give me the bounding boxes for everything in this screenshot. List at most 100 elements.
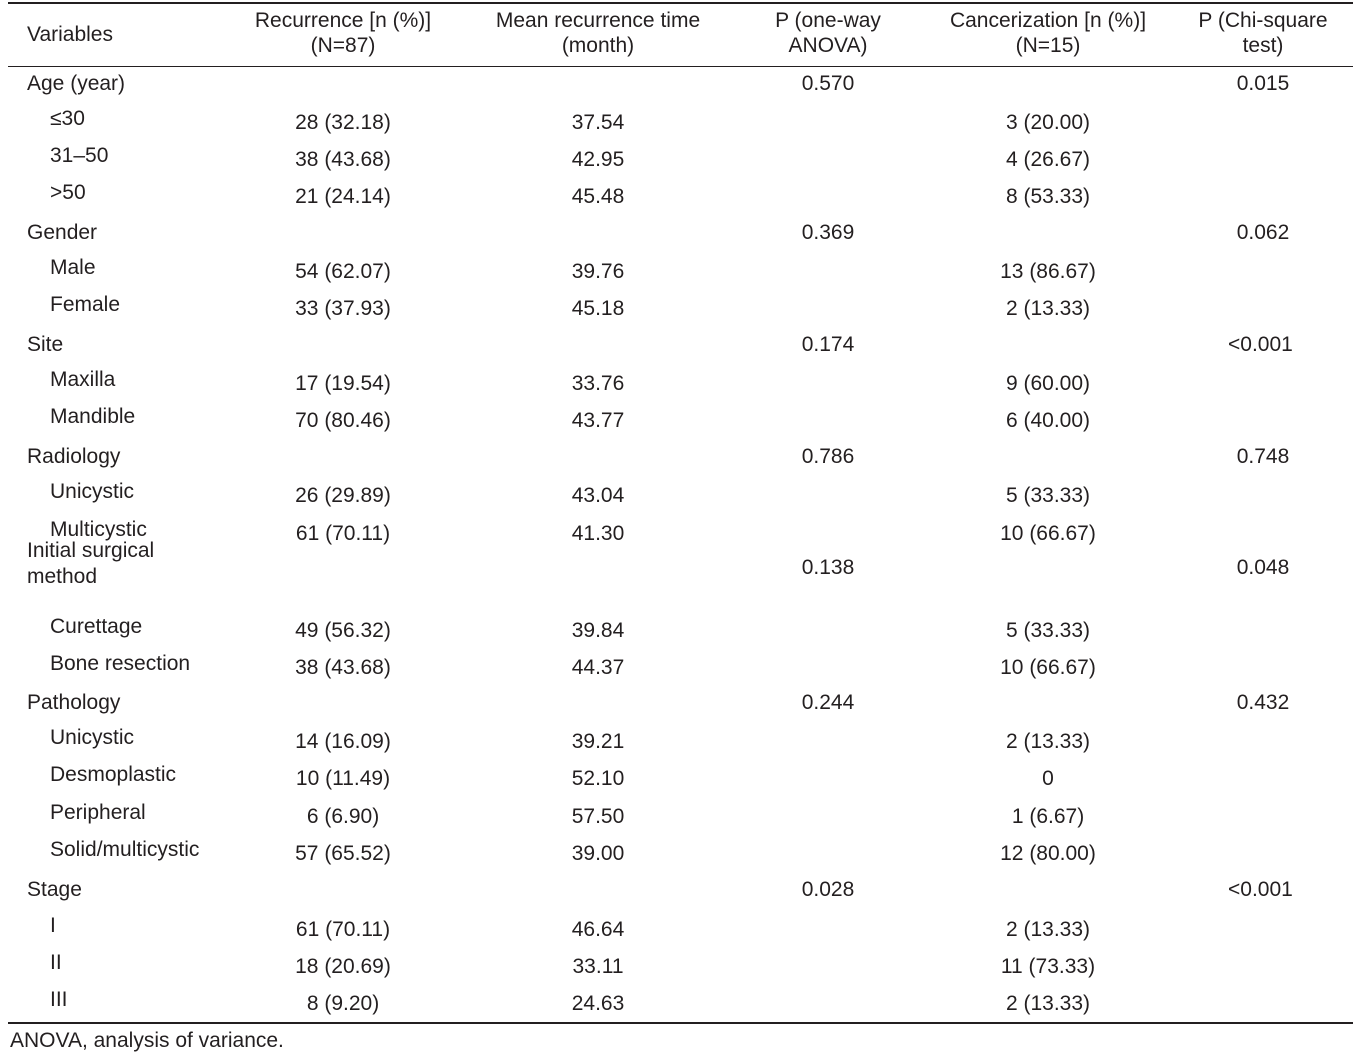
table-row: >50 21 (24.14) 45.48 8 (53.33) bbox=[8, 181, 1353, 211]
row-label: I bbox=[50, 914, 56, 937]
table-row: Female 33 (37.93) 45.18 2 (13.33) bbox=[8, 293, 1353, 323]
mean-time-value: 46.64 bbox=[571, 918, 625, 941]
row-label: Desmoplastic bbox=[50, 763, 177, 786]
cancerization-value: 13 (86.67) bbox=[1000, 260, 1096, 283]
recurrence-value: 8 (9.20) bbox=[306, 992, 380, 1015]
p-chi-value: 0.062 bbox=[1236, 221, 1290, 244]
recurrence-value: 38 (43.68) bbox=[295, 656, 391, 679]
mean-time-value: 41.30 bbox=[571, 522, 625, 545]
mean-time-value: 43.04 bbox=[571, 484, 625, 507]
p-anova-value: 0.369 bbox=[801, 221, 855, 244]
recurrence-value: 61 (70.11) bbox=[295, 918, 391, 941]
mean-time-value: 45.48 bbox=[571, 185, 625, 208]
recurrence-value: 21 (24.14) bbox=[295, 185, 391, 208]
recurrence-value: 38 (43.68) bbox=[295, 148, 391, 171]
group-row: Radiology 0.786 0.748 bbox=[8, 443, 1353, 471]
group-label: Pathology bbox=[27, 691, 121, 714]
group-row: Initial surgical method 0.138 0.048 bbox=[8, 539, 1353, 588]
mean-time-value: 39.21 bbox=[571, 730, 625, 753]
row-label: Bone resection bbox=[50, 652, 191, 675]
mean-time-value: 43.77 bbox=[571, 409, 625, 432]
group-label: Initial surgical method bbox=[27, 539, 155, 588]
p-anova-value: 0.570 bbox=[801, 72, 855, 95]
table-footnote: ANOVA, analysis of variance. bbox=[10, 1029, 284, 1052]
mean-time-value: 33.11 bbox=[572, 955, 624, 978]
row-label: >50 bbox=[50, 181, 86, 204]
recurrence-value: 28 (32.18) bbox=[295, 111, 391, 134]
cancerization-value: 0 bbox=[1042, 767, 1054, 790]
cancerization-value: 2 (13.33) bbox=[1005, 992, 1091, 1015]
recurrence-value: 49 (56.32) bbox=[295, 619, 391, 642]
table-row: Bone resection 38 (43.68) 44.37 10 (66.67) bbox=[8, 652, 1353, 682]
table-row: ≤30 28 (32.18) 37.54 3 (20.00) bbox=[8, 107, 1353, 137]
table-row: Unicystic 26 (29.89) 43.04 5 (33.33) bbox=[8, 480, 1353, 510]
mean-time-value: 52.10 bbox=[571, 767, 625, 790]
row-label: Peripheral bbox=[50, 801, 146, 824]
cancerization-value: 2 (13.33) bbox=[1005, 918, 1091, 941]
row-label: Curettage bbox=[50, 615, 143, 638]
header-p-chi: P (Chi-square test) bbox=[1198, 9, 1328, 57]
table-row: I 61 (70.11) 46.64 2 (13.33) bbox=[8, 914, 1353, 944]
recurrence-value: 6 (6.90) bbox=[306, 805, 380, 828]
recurrence-value: 70 (80.46) bbox=[295, 409, 391, 432]
mean-time-value: 39.84 bbox=[571, 619, 625, 642]
group-row: Gender 0.369 0.062 bbox=[8, 219, 1353, 247]
table-top-rule bbox=[8, 2, 1353, 4]
table-row: 31–50 38 (43.68) 42.95 4 (26.67) bbox=[8, 144, 1353, 174]
mean-time-value: 57.50 bbox=[571, 805, 625, 828]
recurrence-value: 57 (65.52) bbox=[295, 842, 391, 865]
table-row: Solid/multicystic 57 (65.52) 39.00 12 (80.0… bbox=[8, 838, 1353, 868]
cancerization-value: 10 (66.67) bbox=[1000, 522, 1096, 545]
mean-time-value: 45.18 bbox=[571, 297, 625, 320]
row-label: II bbox=[50, 951, 62, 974]
header-mean-time: Mean recurrence time (month) bbox=[495, 9, 701, 57]
cancerization-value: 9 (60.00) bbox=[1005, 372, 1091, 395]
p-anova-value: 0.174 bbox=[801, 333, 855, 356]
group-label: Site bbox=[27, 333, 64, 356]
recurrence-value: 54 (62.07) bbox=[295, 260, 391, 283]
cancerization-value: 3 (20.00) bbox=[1005, 111, 1091, 134]
row-label: Multicystic bbox=[50, 518, 147, 541]
cancerization-value: 1 (6.67) bbox=[1011, 805, 1085, 828]
header-cancerization: Cancerization [n (%)] (N=15) bbox=[949, 9, 1147, 57]
mean-time-value: 33.76 bbox=[571, 372, 625, 395]
header-variables: Variables bbox=[27, 23, 113, 46]
group-label: Radiology bbox=[27, 445, 121, 468]
mean-time-value: 37.54 bbox=[571, 111, 625, 134]
p-chi-value: <0.001 bbox=[1228, 878, 1293, 901]
mean-time-value: 44.37 bbox=[571, 656, 625, 679]
group-row: Site 0.174 <0.001 bbox=[8, 331, 1353, 359]
header-p-anova: P (one-way ANOVA) bbox=[775, 9, 881, 57]
row-label: Maxilla bbox=[50, 368, 116, 391]
recurrence-value: 26 (29.89) bbox=[295, 484, 391, 507]
table-header: Variables Recurrence [n (%)] (N=87) Mean… bbox=[8, 2, 1353, 66]
p-anova-value: 0.244 bbox=[801, 691, 855, 714]
p-anova-value: 0.028 bbox=[801, 878, 855, 901]
table-bottom-rule bbox=[8, 1022, 1353, 1024]
table-row: II 18 (20.69) 33.11 11 (73.33) bbox=[8, 951, 1353, 981]
cancerization-value: 2 (13.33) bbox=[1005, 297, 1091, 320]
row-label: Unicystic bbox=[50, 726, 135, 749]
cancerization-value: 6 (40.00) bbox=[1005, 409, 1091, 432]
p-anova-value: 0.786 bbox=[801, 445, 855, 468]
p-chi-value: 0.748 bbox=[1236, 445, 1290, 468]
recurrence-value: 17 (19.54) bbox=[295, 372, 391, 395]
row-label: Male bbox=[50, 256, 96, 279]
group-row: Pathology 0.244 0.432 bbox=[8, 689, 1353, 717]
group-row: Stage 0.028 <0.001 bbox=[8, 876, 1353, 904]
mean-time-value: 39.76 bbox=[571, 260, 625, 283]
cancerization-value: 5 (33.33) bbox=[1005, 619, 1091, 642]
cancerization-value: 8 (53.33) bbox=[1005, 185, 1091, 208]
row-label: 31–50 bbox=[50, 144, 109, 167]
p-anova-value: 0.138 bbox=[801, 556, 855, 579]
cancerization-value: 5 (33.33) bbox=[1005, 484, 1091, 507]
table-row: Maxilla 17 (19.54) 33.76 9 (60.00) bbox=[8, 368, 1353, 398]
recurrence-value: 18 (20.69) bbox=[295, 955, 391, 978]
row-label: Unicystic bbox=[50, 480, 135, 503]
table-header-rule bbox=[8, 66, 1353, 67]
group-label: Gender bbox=[27, 221, 98, 244]
p-chi-value: 0.015 bbox=[1236, 72, 1290, 95]
row-label: Mandible bbox=[50, 405, 136, 428]
recurrence-value: 14 (16.09) bbox=[295, 730, 391, 753]
cancerization-value: 11 (73.33) bbox=[1000, 955, 1096, 978]
